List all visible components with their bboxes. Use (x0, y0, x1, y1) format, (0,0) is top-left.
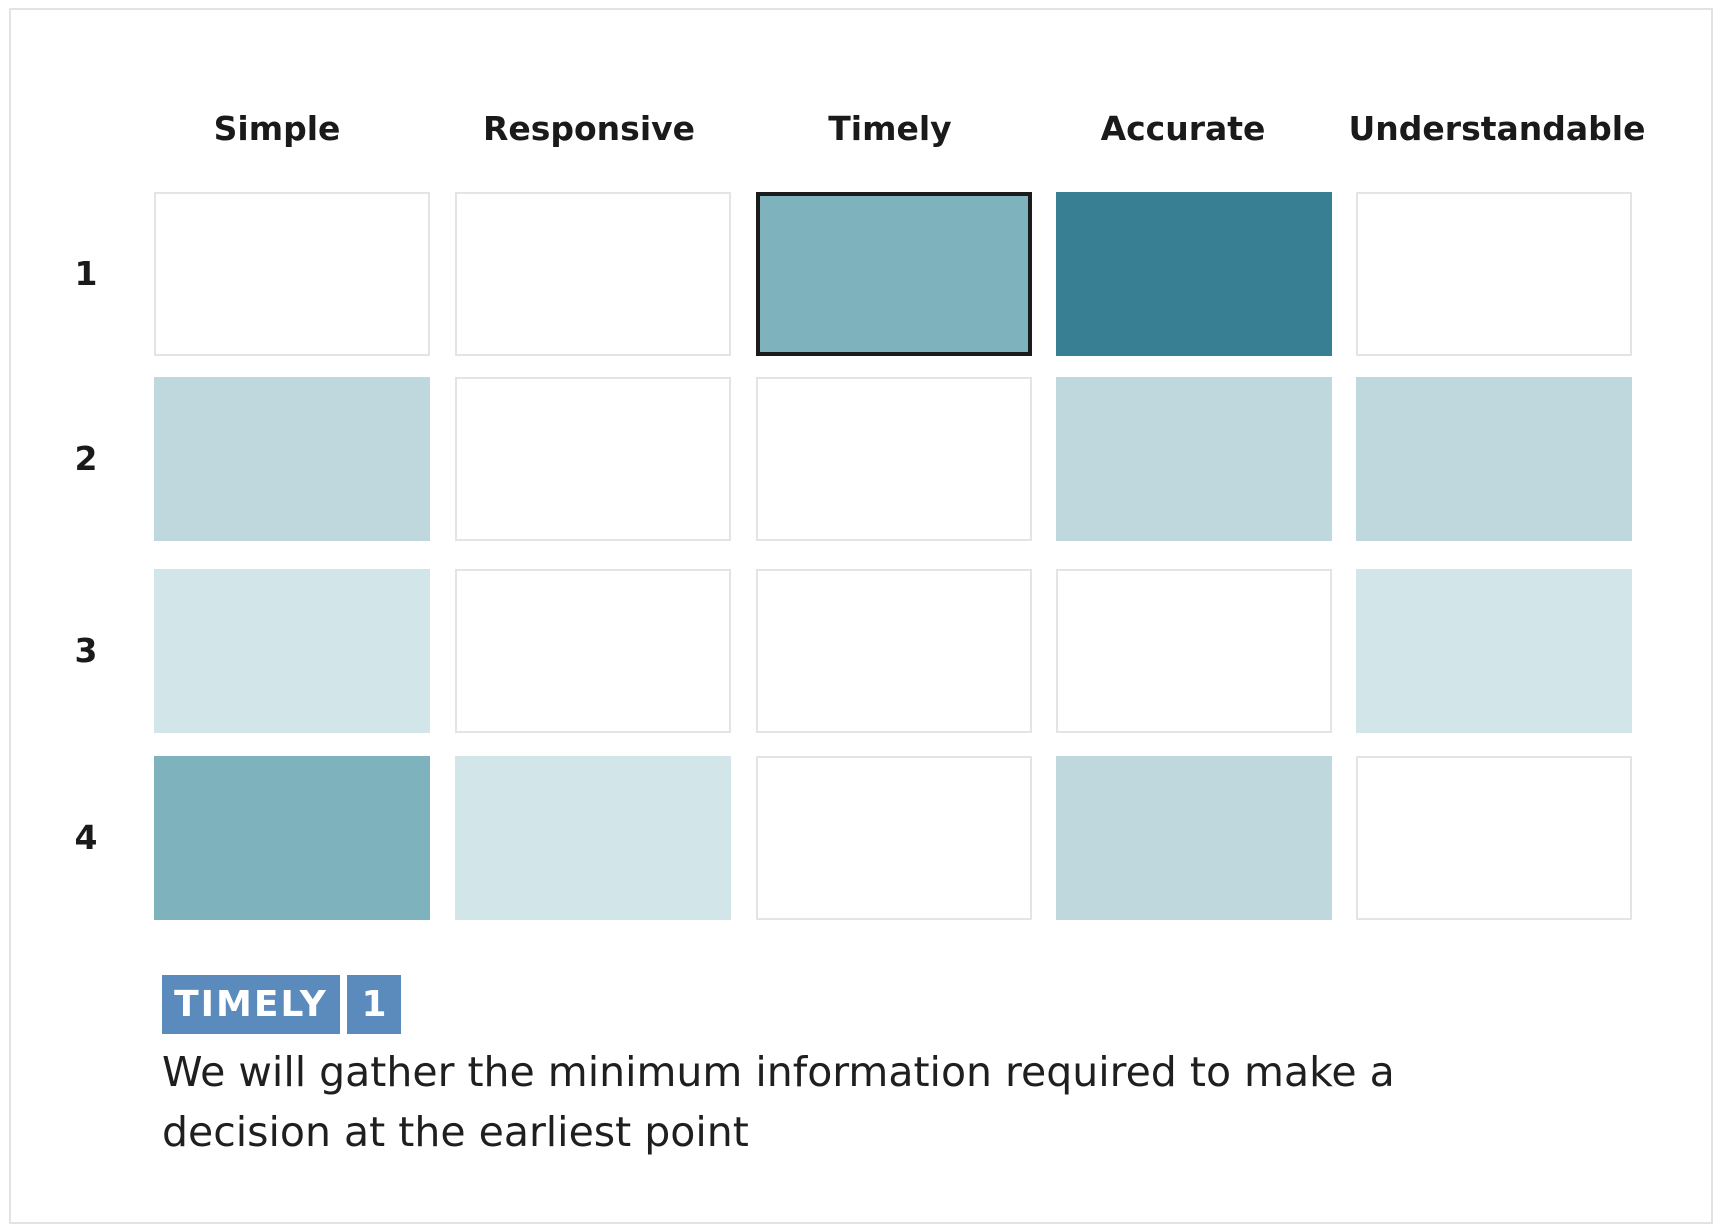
row-header-2: 2 (74, 439, 98, 478)
heatmap-cell-r3-timely[interactable] (756, 569, 1032, 733)
row-header-3: 3 (74, 631, 98, 670)
heatmap-cell-r4-timely[interactable] (756, 756, 1032, 920)
heatmap-cell-r4-understandable[interactable] (1356, 756, 1632, 920)
column-header-timely: Timely (828, 109, 952, 148)
heatmap-cell-r2-timely[interactable] (756, 377, 1032, 541)
heatmap-cell-r3-understandable[interactable] (1356, 569, 1632, 733)
heatmap-cell-r2-simple[interactable] (154, 377, 430, 541)
heatmap-cell-r1-accurate[interactable] (1056, 192, 1332, 356)
heatmap-cell-r3-accurate[interactable] (1056, 569, 1332, 733)
heatmap-cell-r2-understandable[interactable] (1356, 377, 1632, 541)
heatmap-cell-r2-accurate[interactable] (1056, 377, 1332, 541)
heatmap-cell-r4-responsive[interactable] (455, 756, 731, 920)
heatmap-cell-r3-simple[interactable] (154, 569, 430, 733)
heatmap-cell-r3-responsive[interactable] (455, 569, 731, 733)
column-header-understandable: Understandable (1348, 109, 1646, 148)
heatmap-cell-r2-responsive[interactable] (455, 377, 731, 541)
selection-description: We will gather the minimum information r… (162, 1048, 1395, 1156)
selected-category-tag: TIMELY (162, 975, 340, 1034)
heatmap-cell-r4-accurate[interactable] (1056, 756, 1332, 920)
column-header-responsive: Responsive (482, 109, 696, 148)
heatmap-cell-r1-responsive[interactable] (455, 192, 731, 356)
row-header-4: 4 (74, 818, 98, 857)
heatmap-cell-r1-understandable[interactable] (1356, 192, 1632, 356)
heatmap-cell-r4-simple[interactable] (154, 756, 430, 920)
column-header-accurate: Accurate (1100, 109, 1266, 148)
column-header-simple: Simple (213, 109, 341, 148)
heatmap-cell-r1-simple[interactable] (154, 192, 430, 356)
selected-level-tag: 1 (347, 975, 401, 1034)
row-header-1: 1 (74, 254, 98, 293)
heatmap-cell-selected[interactable] (756, 192, 1032, 356)
